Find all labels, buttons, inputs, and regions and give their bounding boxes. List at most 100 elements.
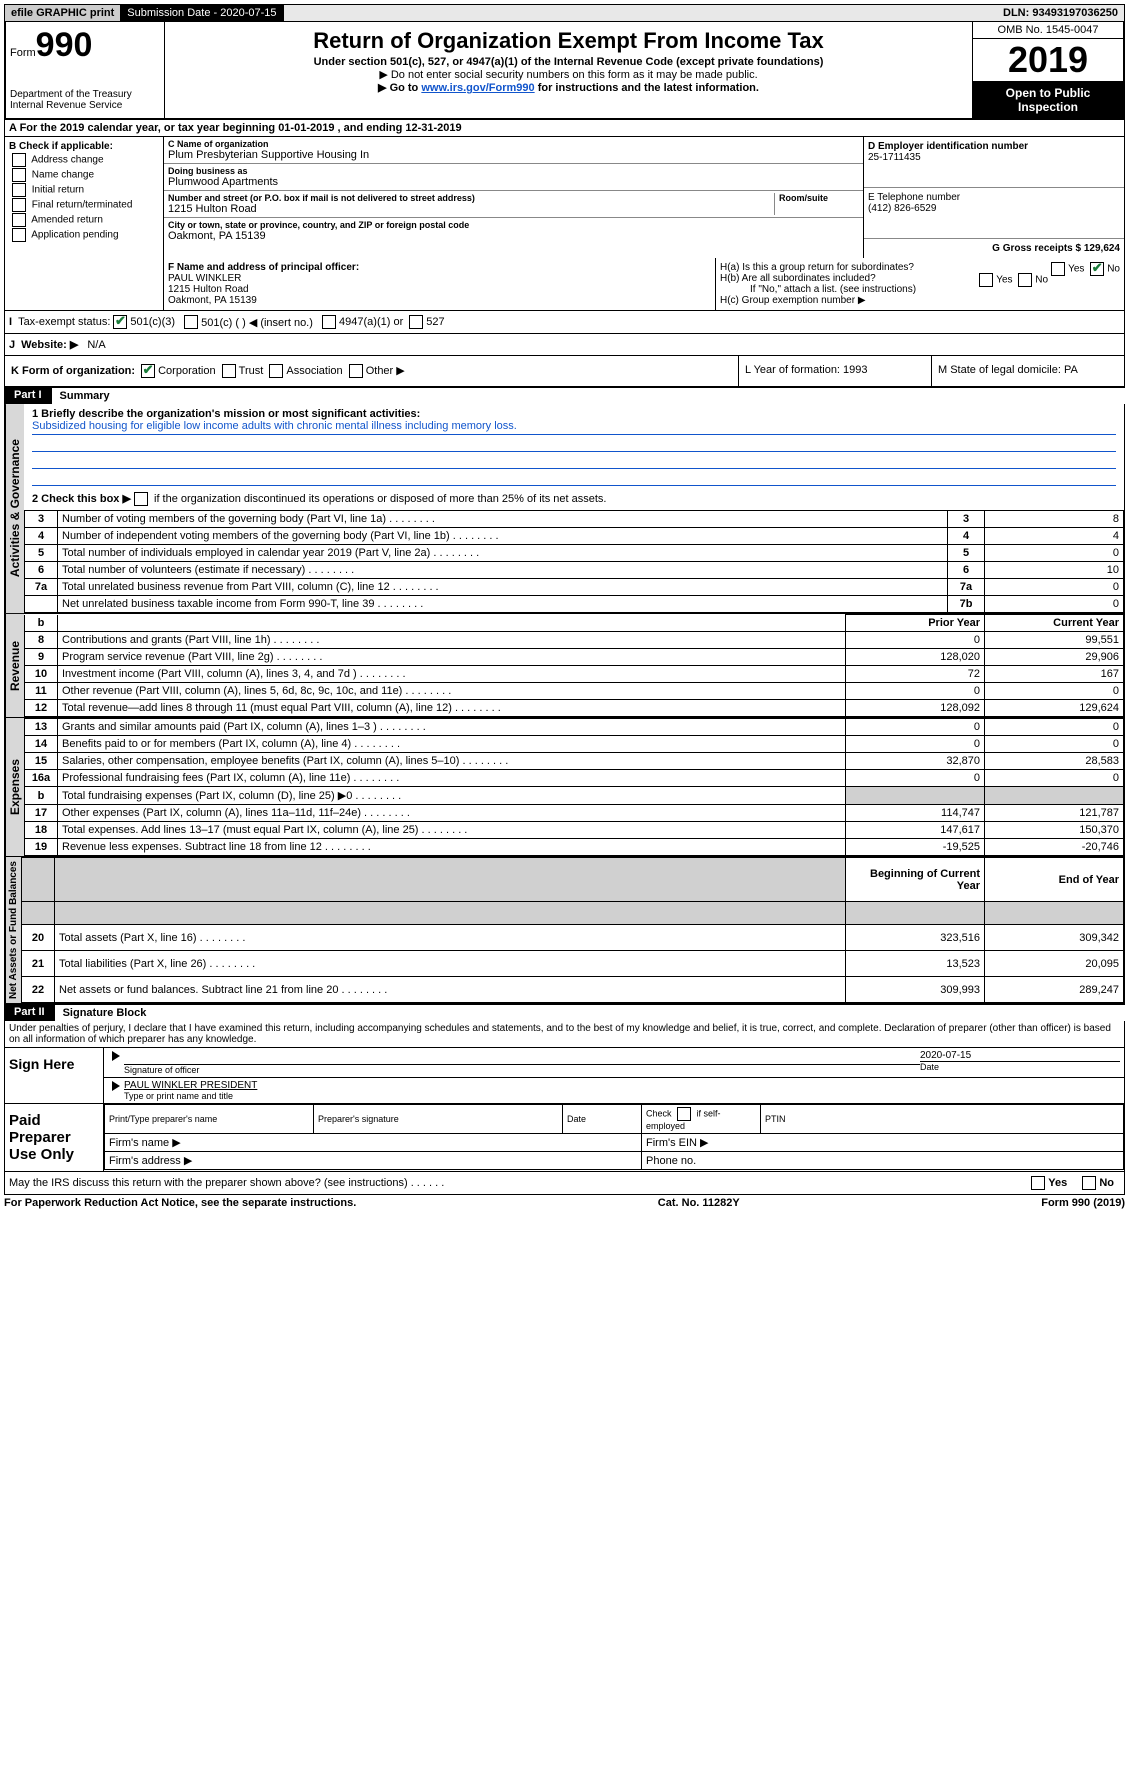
room-label: Room/suite — [779, 193, 859, 203]
phone-value: (412) 826-6529 — [868, 203, 936, 214]
vlabel-revenue: Revenue — [5, 614, 24, 717]
chk-other[interactable] — [349, 364, 363, 378]
officer-name: PAUL WINKLER — [168, 273, 241, 284]
perjury-text: Under penalties of perjury, I declare th… — [4, 1021, 1125, 1048]
hb-note: If "No," attach a list. (see instruction… — [720, 284, 1120, 295]
chk-501c3[interactable]: ✔ — [113, 315, 127, 329]
prep-date-label: Date — [563, 1105, 642, 1134]
dept-label: Department of the Treasury Internal Reve… — [10, 89, 160, 111]
paid-preparer-label: Paid Preparer Use Only — [5, 1104, 104, 1171]
org-name-label: C Name of organization — [168, 139, 859, 149]
firm-name: Firm's name ▶ — [105, 1134, 642, 1152]
prep-name-label: Print/Type preparer's name — [105, 1105, 314, 1134]
vlabel-expenses: Expenses — [5, 718, 24, 856]
ein-label: D Employer identification number — [868, 141, 1028, 152]
revenue-table: bPrior YearCurrent Year8Contributions an… — [24, 614, 1124, 717]
footer-middle: Cat. No. 11282Y — [658, 1197, 740, 1209]
city-label: City or town, state or province, country… — [168, 220, 859, 230]
vlabel-governance: Activities & Governance — [5, 404, 24, 613]
efile-print-button[interactable]: efile GRAPHIC print — [5, 5, 121, 21]
chk-discuss-yes[interactable] — [1031, 1176, 1045, 1190]
governance-block: Activities & Governance 1 Briefly descri… — [4, 404, 1125, 614]
officer-addr2: Oakmont, PA 15139 — [168, 295, 257, 306]
city-value: Oakmont, PA 15139 — [168, 230, 859, 242]
section-a-period: A For the 2019 calendar year, or tax yea… — [4, 120, 1125, 137]
prep-selfemp: Check if self-employed — [642, 1105, 761, 1134]
officer-label: F Name and address of principal officer: — [168, 262, 359, 273]
mission-text: Subsidized housing for eligible low inco… — [32, 420, 1116, 435]
ein-value: 25-1711435 — [868, 152, 921, 163]
paid-preparer-block: Paid Preparer Use Only Print/Type prepar… — [4, 1104, 1125, 1172]
ha-row: H(a) Is this a group return for subordin… — [720, 262, 1120, 273]
addr-value: 1215 Hulton Road — [168, 203, 774, 215]
line-i: ITax-exempt status: ✔501(c)(3) 501(c) ( … — [4, 311, 1125, 334]
line-j: JWebsite: ▶ N/A — [4, 334, 1125, 356]
prep-sig-label: Preparer's signature — [314, 1105, 563, 1134]
part-i-header: Part I Summary — [4, 387, 1125, 404]
firm-phone: Phone no. — [642, 1152, 1124, 1170]
org-info-grid: B Check if applicable: Address change Na… — [4, 137, 1125, 258]
netassets-block: Net Assets or Fund Balances Beginning of… — [4, 857, 1125, 1004]
box-b: B Check if applicable: Address change Na… — [5, 137, 164, 258]
chk-discuss-no[interactable] — [1082, 1176, 1096, 1190]
form-subtitle: Under section 501(c), 527, or 4947(a)(1)… — [173, 56, 964, 68]
form-number: Form990 — [10, 26, 160, 65]
chk-address-change[interactable]: Address change — [9, 153, 159, 167]
hc-row: H(c) Group exemption number ▶ — [720, 295, 1120, 306]
chk-corp[interactable]: ✔ — [141, 364, 155, 378]
ptin-label: PTIN — [761, 1105, 1124, 1134]
dba-value: Plumwood Apartments — [168, 176, 859, 188]
form-note-1: ▶ Do not enter social security numbers o… — [173, 68, 964, 81]
chk-amended[interactable]: Amended return — [9, 213, 159, 227]
q2-row: 2 Check this box ▶ if the organization d… — [32, 492, 1116, 506]
form-note-2: ▶ Go to www.irs.gov/Form990 for instruct… — [173, 81, 964, 94]
officer-addr1: 1215 Hulton Road — [168, 284, 249, 295]
chk-501c[interactable] — [184, 315, 198, 329]
addr-label: Number and street (or P.O. box if mail i… — [168, 193, 774, 203]
org-name: Plum Presbyterian Supportive Housing In — [168, 149, 859, 161]
revenue-block: Revenue bPrior YearCurrent Year8Contribu… — [4, 614, 1125, 718]
instructions-link[interactable]: www.irs.gov/Form990 — [421, 82, 534, 94]
sig-name: PAUL WINKLER PRESIDENT — [124, 1080, 1120, 1091]
chk-initial-return[interactable]: Initial return — [9, 183, 159, 197]
dln-label: DLN: 93493197036250 — [997, 5, 1124, 21]
discuss-row: May the IRS discuss this return with the… — [4, 1172, 1125, 1195]
state-domicile: M State of legal domicile: PA — [932, 356, 1124, 386]
sign-here-block: Sign Here Signature of officer 2020-07-1… — [4, 1048, 1125, 1104]
sig-date: 2020-07-15 — [920, 1050, 1120, 1061]
omb-number: OMB No. 1545-0047 — [973, 22, 1123, 39]
governance-table: 3Number of voting members of the governi… — [24, 510, 1124, 613]
sig-officer-label: Signature of officer — [124, 1064, 920, 1075]
page-footer: For Paperwork Reduction Act Notice, see … — [4, 1195, 1125, 1211]
expenses-table: 13Grants and similar amounts paid (Part … — [24, 718, 1124, 856]
chk-assoc[interactable] — [269, 364, 283, 378]
arrow-icon — [112, 1081, 120, 1091]
sig-name-label: Type or print name and title — [124, 1091, 1120, 1101]
arrow-icon — [112, 1051, 120, 1061]
firm-addr: Firm's address ▶ — [105, 1152, 642, 1170]
footer-right: Form 990 (2019) — [1041, 1197, 1125, 1209]
footer-left: For Paperwork Reduction Act Notice, see … — [4, 1197, 356, 1209]
part-ii-header: Part II Signature Block — [4, 1004, 1125, 1021]
sig-date-label: Date — [920, 1061, 1120, 1072]
netassets-table: Beginning of Current YearEnd of Year20To… — [21, 857, 1124, 1003]
chk-trust[interactable] — [222, 364, 236, 378]
expenses-block: Expenses 13Grants and similar amounts pa… — [4, 718, 1125, 857]
form-title: Return of Organization Exempt From Incom… — [173, 28, 964, 54]
phone-label: E Telephone number — [868, 192, 960, 203]
vlabel-netassets: Net Assets or Fund Balances — [5, 857, 21, 1003]
chk-name-change[interactable]: Name change — [9, 168, 159, 182]
gross-receipts: G Gross receipts $ 129,624 — [992, 243, 1120, 254]
chk-self-employed[interactable] — [677, 1107, 691, 1121]
chk-pending[interactable]: Application pending — [9, 228, 159, 242]
chk-final-return[interactable]: Final return/terminated — [9, 198, 159, 212]
q1-label: 1 Briefly describe the organization's mi… — [32, 408, 420, 420]
chk-4947[interactable] — [322, 315, 336, 329]
open-inspection-label: Open to Public Inspection — [973, 82, 1123, 118]
submission-date-label: Submission Date - 2020-07-15 — [121, 5, 283, 21]
chk-discontinued[interactable] — [134, 492, 148, 506]
chk-527[interactable] — [409, 315, 423, 329]
form-header: Form990 Department of the Treasury Inter… — [4, 22, 1125, 120]
top-action-bar: efile GRAPHIC print Submission Date - 20… — [4, 4, 1125, 22]
year-formation: L Year of formation: 1993 — [739, 356, 932, 386]
